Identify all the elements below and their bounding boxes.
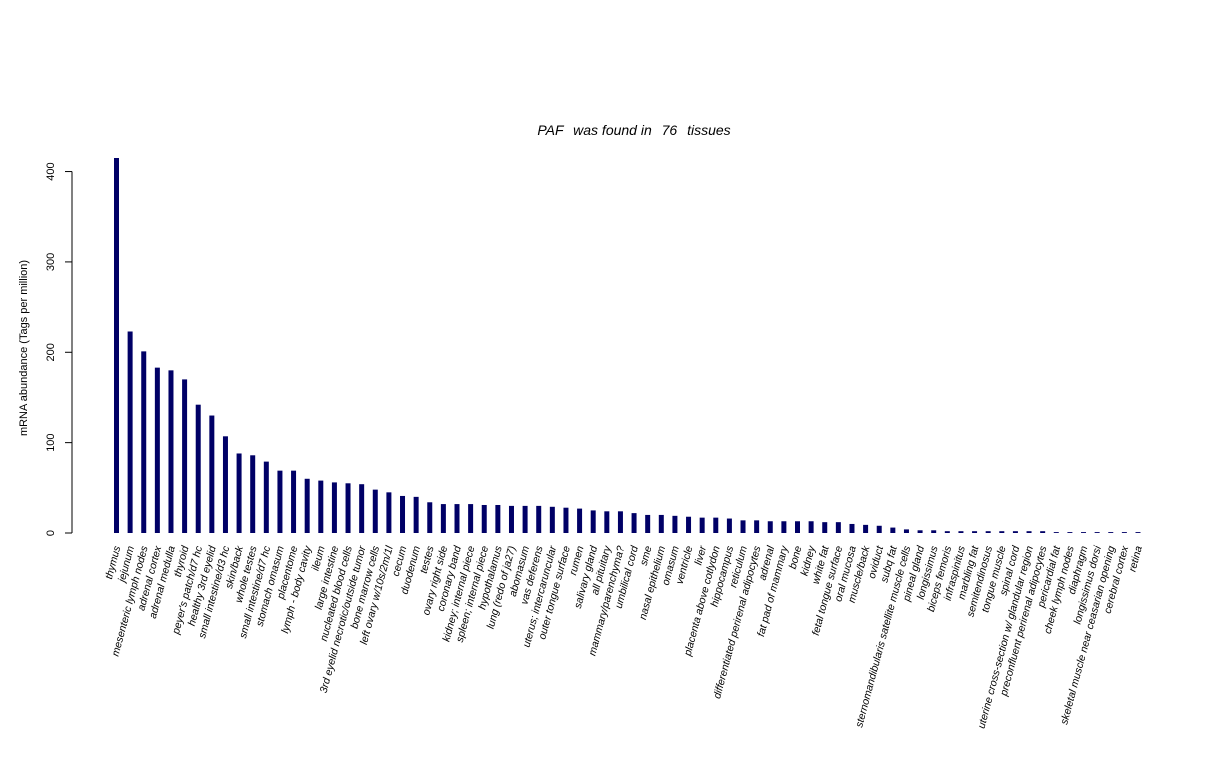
bar [1121, 532, 1127, 533]
bar [508, 505, 514, 533]
bar [549, 506, 555, 533]
bar [141, 351, 147, 533]
y-tick-label: 400 [45, 162, 57, 180]
bar [114, 158, 119, 533]
bar [1053, 532, 1059, 533]
bar [127, 331, 133, 533]
bar [604, 511, 610, 533]
bar [536, 505, 542, 533]
bar [958, 531, 964, 533]
bar [250, 455, 256, 533]
bar [822, 522, 828, 533]
bar [304, 478, 310, 533]
bar [481, 504, 487, 533]
bar [617, 511, 623, 533]
bar [672, 515, 678, 533]
title-gene: PAF [537, 122, 565, 138]
bar [767, 521, 773, 533]
bar [468, 504, 474, 533]
bar [454, 504, 460, 533]
bar [645, 514, 651, 533]
bar [835, 522, 841, 533]
category-label: bone [787, 545, 805, 571]
bar [168, 370, 174, 533]
bar [931, 530, 937, 533]
bar [658, 514, 664, 533]
category-label: sme [638, 545, 655, 567]
bars-group [114, 158, 1141, 533]
bar [345, 483, 351, 533]
bar [890, 527, 896, 533]
bar [359, 484, 365, 533]
bar [754, 520, 760, 533]
bar [427, 502, 433, 533]
bar [1012, 531, 1018, 533]
bar [686, 516, 692, 533]
y-tick-label: 0 [45, 530, 57, 536]
bar [182, 379, 188, 533]
bar [154, 367, 160, 533]
bar [631, 513, 637, 533]
bar [400, 495, 406, 533]
bar [1135, 532, 1141, 533]
bar [999, 531, 1005, 533]
bar [495, 504, 501, 533]
bar [413, 496, 419, 533]
title-count: 76 [662, 122, 678, 138]
bar [1067, 532, 1073, 533]
category-label: liver [692, 544, 709, 566]
title-suffix: tissues [687, 122, 731, 138]
bar [1081, 532, 1087, 533]
bar [1026, 531, 1032, 533]
bar [263, 461, 269, 533]
y-tick-label: 300 [45, 253, 57, 271]
bar [563, 507, 569, 533]
bar [713, 517, 719, 533]
bar [1094, 532, 1100, 533]
bar [781, 521, 787, 533]
bar [903, 529, 909, 533]
bar [917, 530, 923, 533]
y-axis: 0 100 200 300 400 [45, 162, 73, 536]
bar [863, 524, 869, 533]
bar [386, 492, 392, 533]
bar [236, 453, 242, 533]
bar [1040, 531, 1046, 533]
bar [195, 404, 201, 533]
bar [699, 517, 705, 533]
bar [209, 415, 215, 533]
bar [440, 504, 446, 533]
bar [331, 482, 337, 533]
bar [849, 523, 855, 533]
title-mid: was found in [573, 122, 652, 138]
bar [808, 521, 814, 533]
bar [291, 470, 297, 533]
bar [577, 508, 583, 533]
bar [944, 531, 950, 533]
y-tick-label: 200 [45, 343, 57, 361]
bar [876, 525, 882, 533]
bar [972, 531, 978, 533]
bar [985, 531, 991, 533]
bar [590, 510, 596, 533]
bar [795, 521, 800, 533]
y-axis-label: mRNA abundance (Tags per million) [18, 260, 30, 436]
bar [522, 505, 528, 533]
chart-title: PAF was found in 76 tissues [537, 122, 730, 138]
bar [277, 470, 283, 533]
bar [726, 518, 732, 533]
bar [372, 489, 378, 533]
bar [222, 436, 228, 533]
bar [318, 480, 324, 533]
bar [740, 520, 746, 533]
y-tick-label: 100 [45, 433, 57, 451]
bar [1108, 532, 1114, 533]
